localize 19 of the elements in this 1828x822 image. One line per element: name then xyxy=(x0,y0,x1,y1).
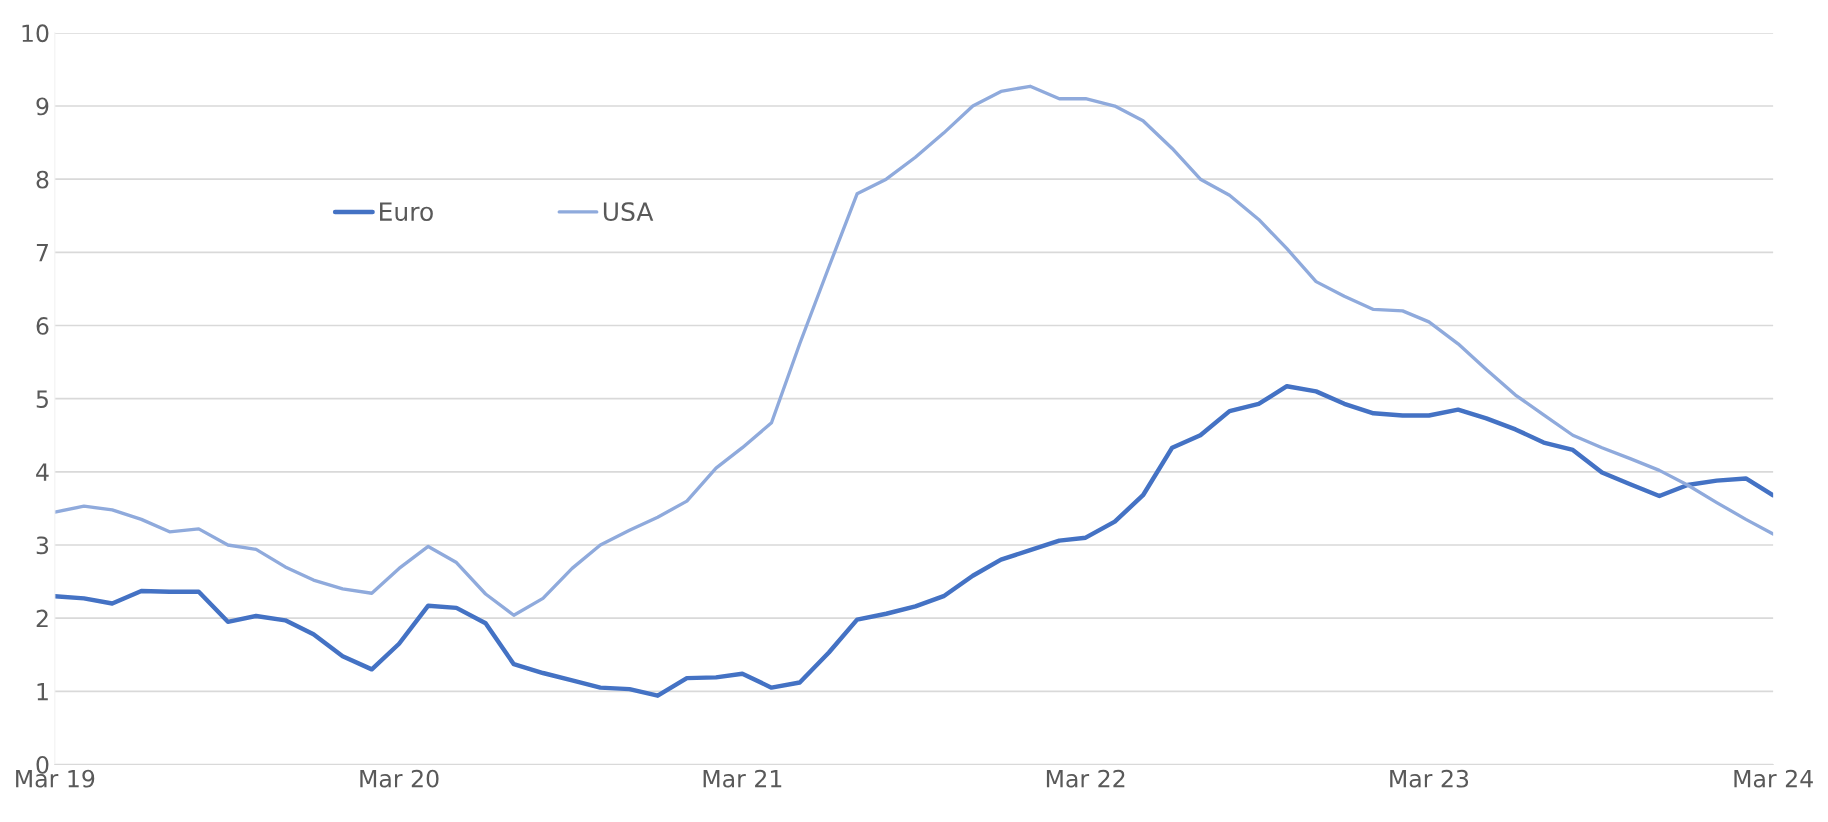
x-tick-label: Mar 21 xyxy=(703,769,782,788)
line-series xyxy=(54,84,1774,617)
legend-label: USA xyxy=(603,202,654,222)
y-tick-label: 5 xyxy=(36,390,48,408)
y-tick-label: 6 xyxy=(36,316,49,335)
x-tick-label: Mar 24 xyxy=(1734,769,1813,788)
y-tick-label: 7 xyxy=(36,244,48,262)
y-tick-label: 8 xyxy=(36,170,49,189)
legend-label: Euro xyxy=(380,202,433,222)
x-tick-label: Mar 20 xyxy=(360,769,439,788)
x-tick-label: Mar 22 xyxy=(1046,769,1125,788)
x-tick-label: Mar 23 xyxy=(1390,769,1469,788)
y-tick-label: 10 xyxy=(22,24,49,43)
y-tick-label: 3 xyxy=(36,536,49,555)
line-series xyxy=(54,384,1774,698)
y-tick-label: 9 xyxy=(36,97,49,116)
y-tick-label: 2 xyxy=(36,609,48,628)
y-tick-label: 4 xyxy=(36,463,49,481)
y-tick-label: 1 xyxy=(37,683,48,701)
